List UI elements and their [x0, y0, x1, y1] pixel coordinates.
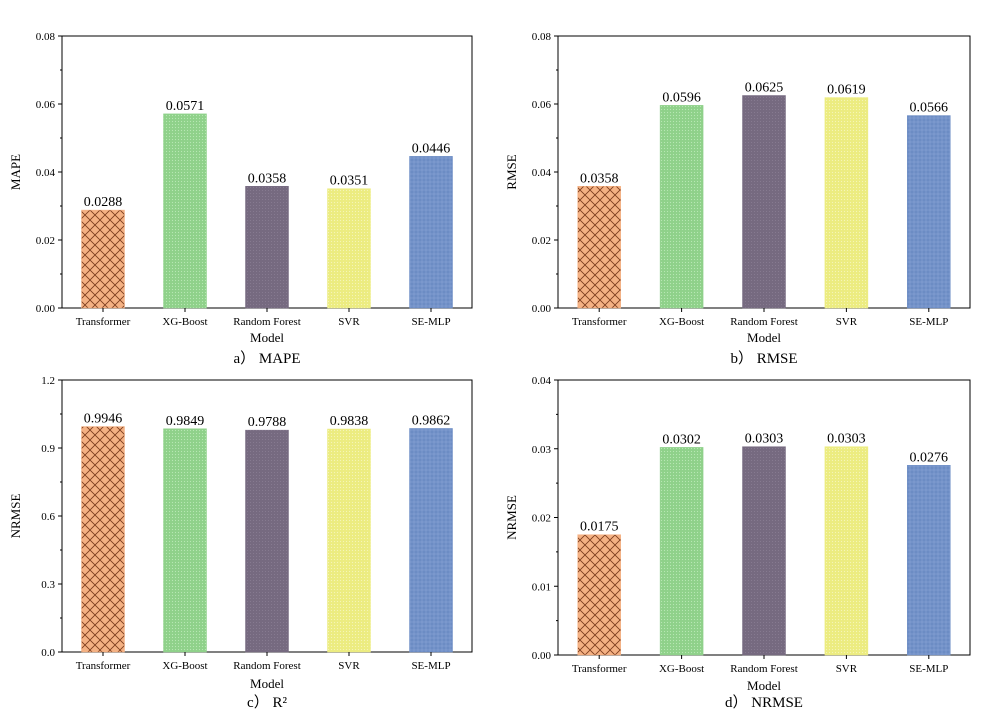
y-tick-label: 0.9: [41, 443, 55, 455]
y-axis-label: NRMSE: [504, 495, 519, 540]
bar-se-mlp: [907, 115, 951, 309]
bar-se-mlp: [409, 156, 453, 309]
data-label: 0.0566: [910, 101, 949, 116]
data-label: 0.0571: [166, 99, 205, 114]
x-tick-label: Random Forest: [233, 316, 301, 328]
x-axis-label: Model: [250, 330, 284, 345]
y-tick-label: 0.00: [36, 303, 56, 315]
y-tick-label: 0.3: [41, 579, 55, 591]
chart-panel-d: 0.00 0.01 0.02 0.03 0.04 Transformer 0.0175 XG-…: [504, 375, 971, 711]
x-tick-label: XG-Boost: [162, 316, 207, 328]
y-tick-label: 0.01: [532, 581, 551, 593]
bar-transformer: [81, 426, 125, 653]
y-tick-label: 1.2: [41, 375, 55, 387]
y-tick-label: 0.0: [41, 647, 55, 659]
panel-caption: a） MAPE: [233, 350, 300, 367]
bar-random-forest: [742, 446, 786, 656]
data-label: 0.0619: [827, 83, 866, 98]
bar-random-forest: [245, 429, 289, 653]
y-tick-label: 0.06: [36, 99, 56, 111]
y-tick-label: 0.03: [532, 444, 552, 456]
x-tick-label: Random Forest: [730, 316, 798, 328]
x-axis-label: Model: [250, 676, 284, 691]
panel-caption: d） NRMSE: [725, 694, 803, 711]
x-tick-label: Random Forest: [730, 663, 798, 675]
x-tick-label: Transformer: [76, 660, 131, 672]
chart-panel-c: 0.0 0.3 0.6 0.9 1.2 Transformer 0.9946 XG-Boost…: [8, 375, 473, 711]
y-tick-label: 0.04: [532, 375, 552, 387]
x-tick-label: XG-Boost: [659, 663, 704, 675]
y-tick-label: 0.02: [532, 513, 551, 525]
x-tick-label: XG-Boost: [162, 660, 207, 672]
data-label: 0.9862: [412, 413, 451, 428]
bar-xg-boost: [659, 447, 704, 656]
x-tick-label: SVR: [836, 316, 858, 328]
bar-svr: [824, 97, 869, 309]
y-tick-label: 0.08: [36, 31, 56, 43]
data-label: 0.0302: [662, 432, 701, 447]
y-axis-label: RMSE: [504, 154, 519, 189]
bar-se-mlp: [907, 465, 951, 656]
bar-svr: [824, 446, 869, 656]
data-label: 0.9788: [248, 415, 287, 430]
data-label: 0.0303: [745, 432, 784, 447]
data-label: 0.9946: [84, 412, 123, 427]
panel-caption: b） RMSE: [730, 350, 797, 367]
bar-random-forest: [245, 186, 289, 309]
data-label: 0.9838: [330, 414, 369, 429]
y-tick-label: 0.04: [532, 167, 552, 179]
x-tick-label: Transformer: [76, 316, 131, 328]
x-tick-label: XG-Boost: [659, 316, 704, 328]
x-tick-label: Transformer: [572, 663, 627, 675]
bar-svr: [327, 188, 371, 309]
bar-svr: [327, 428, 371, 653]
bar-transformer: [81, 209, 125, 309]
x-tick-label: Random Forest: [233, 660, 301, 672]
x-axis-label: Model: [747, 330, 781, 345]
bar-transformer: [577, 186, 621, 309]
y-tick-label: 0.6: [41, 511, 55, 523]
data-label: 0.0303: [827, 432, 866, 447]
y-tick-label: 0.02: [532, 235, 551, 247]
data-label: 0.0358: [248, 171, 287, 186]
y-tick-label: 0.00: [532, 650, 552, 662]
data-label: 0.0625: [745, 81, 784, 96]
bar-random-forest: [742, 95, 786, 309]
y-tick-label: 0.08: [532, 31, 552, 43]
bar-xg-boost: [163, 428, 207, 653]
bar-xg-boost: [659, 105, 704, 309]
bar-xg-boost: [163, 113, 207, 309]
y-axis-label: MAPE: [8, 154, 23, 190]
panel-caption: c） R²: [247, 694, 287, 711]
x-tick-label: SE-MLP: [411, 660, 450, 672]
y-tick-label: 0.04: [36, 167, 56, 179]
x-tick-label: SE-MLP: [411, 316, 450, 328]
data-label: 0.9849: [166, 414, 205, 429]
data-label: 0.0175: [580, 520, 619, 535]
data-label: 0.0358: [580, 171, 619, 186]
data-label: 0.0288: [84, 195, 123, 210]
x-tick-label: SE-MLP: [909, 663, 948, 675]
chart-panel-a: 0.00 0.02 0.04 0.06 0.08 Transformer 0.0288 XG-…: [8, 31, 473, 367]
data-label: 0.0446: [412, 141, 451, 156]
x-axis-label: Model: [747, 678, 781, 693]
x-tick-label: SVR: [836, 663, 858, 675]
bar-transformer: [577, 534, 621, 656]
y-tick-label: 0.06: [532, 99, 552, 111]
y-tick-label: 0.00: [532, 303, 552, 315]
y-tick-label: 0.02: [36, 235, 55, 247]
x-tick-label: SVR: [338, 316, 360, 328]
y-axis-label: NRMSE: [8, 494, 23, 539]
x-tick-label: SE-MLP: [909, 316, 948, 328]
bar-se-mlp: [409, 428, 453, 653]
data-label: 0.0276: [910, 450, 949, 465]
x-tick-label: Transformer: [572, 316, 627, 328]
data-label: 0.0351: [330, 174, 369, 189]
data-label: 0.0596: [662, 90, 701, 105]
x-tick-label: SVR: [338, 660, 360, 672]
chart-panel-b: 0.00 0.02 0.04 0.06 0.08 Transformer 0.0358 XG-…: [504, 31, 971, 367]
